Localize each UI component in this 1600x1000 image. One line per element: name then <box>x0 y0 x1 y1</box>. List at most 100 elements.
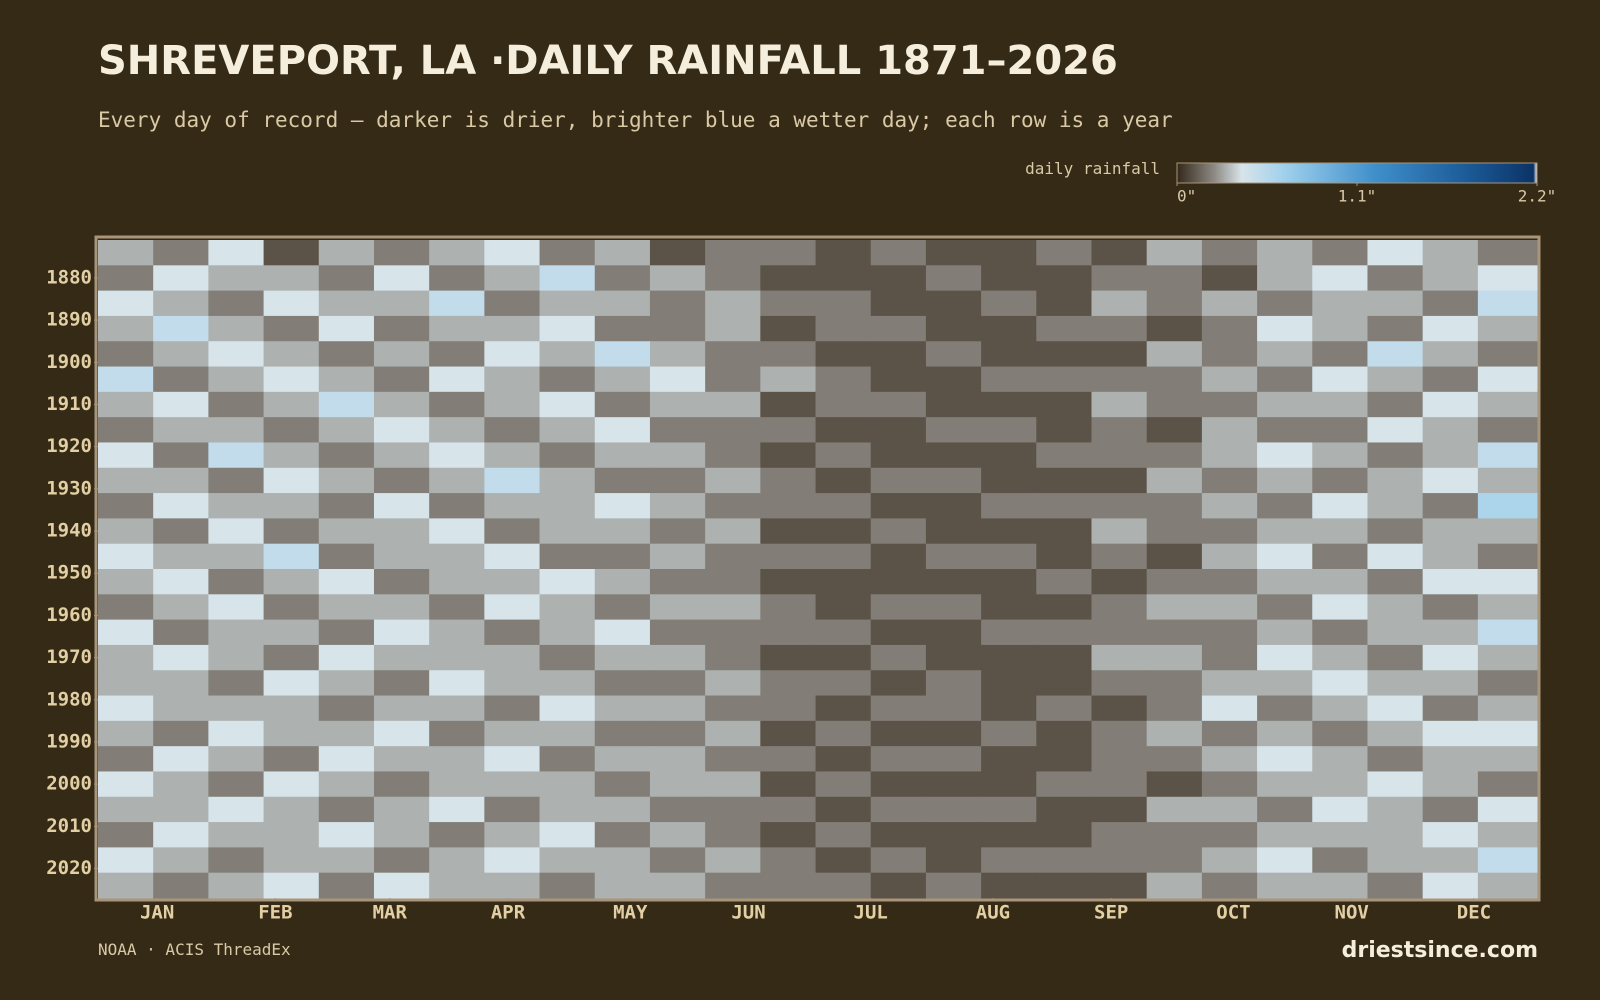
heat-cell <box>1146 695 1203 722</box>
heat-cell <box>760 796 817 823</box>
heat-cell <box>1091 417 1148 443</box>
heat-cell <box>1257 417 1313 443</box>
heat-cell <box>1091 746 1148 772</box>
heat-cell <box>1312 670 1368 697</box>
heat-cell <box>1036 391 1093 418</box>
heat-cell <box>263 240 320 266</box>
heat-cell <box>649 315 706 342</box>
heat-cell <box>649 543 706 570</box>
heat-cell <box>594 796 651 823</box>
heat-cell <box>925 746 982 772</box>
heat-cell <box>815 442 872 469</box>
heat-cell <box>373 442 430 469</box>
heat-cell <box>208 543 265 570</box>
heat-cell <box>815 796 872 823</box>
heat-cell <box>760 315 817 342</box>
heat-cell <box>1367 315 1424 342</box>
heat-cell <box>1312 341 1368 368</box>
chart-title: SHREVEPORT, LA ·DAILY RAINFALL 1871–2026 <box>98 38 1118 84</box>
heat-cell <box>318 670 375 697</box>
heat-cell <box>429 366 485 393</box>
heat-cell <box>1477 543 1538 570</box>
heat-cell <box>1367 872 1424 899</box>
heat-cell <box>1146 644 1203 671</box>
heat-cell <box>1146 771 1203 798</box>
heat-cell <box>373 822 430 848</box>
heat-cell <box>925 341 982 368</box>
heat-cell <box>1091 341 1148 368</box>
heat-cell <box>1312 594 1368 621</box>
heat-cell <box>318 847 375 874</box>
heat-cell <box>484 518 541 545</box>
heat-cell <box>1367 290 1424 317</box>
heat-cell <box>925 391 982 418</box>
heat-cell <box>705 315 761 342</box>
heat-cell <box>1146 847 1203 874</box>
heat-cell <box>1312 467 1368 494</box>
heat-cell <box>1477 417 1538 443</box>
heat-cell <box>1312 518 1368 545</box>
heat-cell <box>1367 493 1424 519</box>
heat-cell <box>373 366 430 393</box>
heat-cell <box>981 796 1037 823</box>
heat-cell <box>1146 467 1203 494</box>
heat-cell <box>153 796 209 823</box>
heat-cell <box>594 847 651 874</box>
heat-cell <box>870 391 927 418</box>
heat-cell <box>318 594 375 621</box>
heat-cell <box>760 341 817 368</box>
heat-cell <box>870 467 927 494</box>
heat-cell <box>1091 240 1148 266</box>
heat-cell <box>815 467 872 494</box>
chart-subtitle: Every day of record — darker is drier, b… <box>98 108 1173 132</box>
heat-cell <box>484 619 541 646</box>
heat-cell <box>1091 796 1148 823</box>
heat-cell <box>484 493 541 519</box>
heat-cell <box>208 822 265 848</box>
heat-cell <box>705 341 761 368</box>
heat-cell <box>1477 594 1538 621</box>
heat-cell <box>1036 619 1093 646</box>
heat-cell <box>760 366 817 393</box>
heat-cell <box>208 265 265 292</box>
heat-cell <box>1477 796 1538 823</box>
y-tick-label: 1930 <box>46 477 92 499</box>
heat-cell <box>539 543 596 570</box>
heat-cell <box>263 341 320 368</box>
heat-cell <box>1477 847 1538 874</box>
heat-cell <box>539 872 596 899</box>
heat-cell <box>263 467 320 494</box>
heat-cell <box>870 518 927 545</box>
heat-cell <box>98 594 154 621</box>
heat-cell <box>1146 796 1203 823</box>
heat-cell <box>1422 518 1479 545</box>
heat-cell <box>1036 493 1093 519</box>
heat-cell <box>1091 847 1148 874</box>
heat-cell <box>208 290 265 317</box>
heat-cell <box>815 695 872 722</box>
heat-cell <box>208 442 265 469</box>
heat-cell <box>318 493 375 519</box>
heat-cell <box>1091 493 1148 519</box>
heat-cell <box>1146 872 1203 899</box>
heat-cell <box>594 822 651 848</box>
heat-cell <box>1422 366 1479 393</box>
heat-cell <box>318 644 375 671</box>
heat-cell <box>318 695 375 722</box>
heat-cell <box>484 594 541 621</box>
heat-cell <box>649 265 706 292</box>
heat-cell <box>484 265 541 292</box>
heat-cell <box>539 315 596 342</box>
heat-cell <box>1257 366 1313 393</box>
heat-cell <box>815 644 872 671</box>
y-tick-label: 1880 <box>46 266 92 288</box>
heat-cell <box>1146 594 1203 621</box>
heat-cell <box>429 847 485 874</box>
heat-cell <box>98 771 154 798</box>
plot-frame <box>94 235 1541 902</box>
heat-cell <box>649 720 706 747</box>
heat-cell <box>649 746 706 772</box>
heat-cell <box>98 442 154 469</box>
heat-cell <box>815 240 872 266</box>
heat-cell <box>263 720 320 747</box>
